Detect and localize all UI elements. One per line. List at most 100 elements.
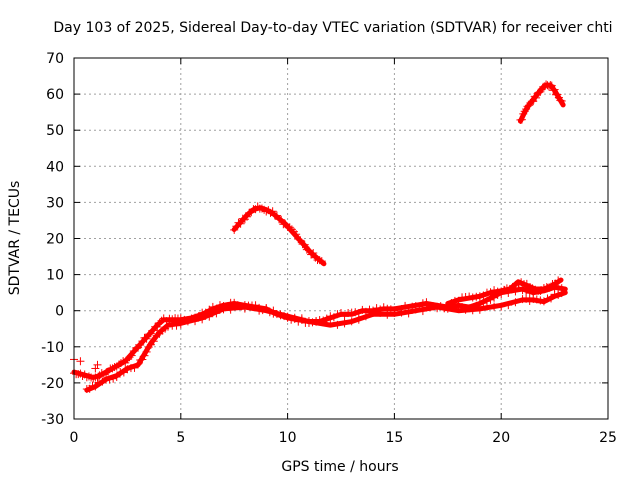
- lower-band-point: [468, 306, 477, 315]
- main-band-point: [365, 305, 374, 314]
- lower-band-point: [149, 337, 158, 346]
- upper-band-point: [447, 299, 456, 308]
- arc-high-point: [550, 85, 559, 94]
- y-tick-label: 0: [55, 304, 64, 320]
- lower-band-point: [140, 351, 149, 360]
- main-band-point: [340, 312, 349, 321]
- lower-band-point: [433, 304, 442, 313]
- arc-mid-point: [302, 245, 311, 254]
- y-tick-label: 20: [46, 232, 64, 248]
- lower-band-point: [312, 317, 321, 326]
- y-tick-label: -10: [41, 340, 64, 356]
- arc-mid-point: [234, 218, 243, 227]
- lower-band-point: [240, 304, 249, 313]
- lower-band-point: [183, 317, 192, 326]
- lower-band-point: [163, 322, 172, 331]
- main-band-point: [522, 287, 531, 296]
- lower-band-point: [497, 302, 506, 311]
- lower-band-point: [532, 295, 541, 304]
- x-tick-label: 25: [599, 430, 617, 446]
- main-band-point: [99, 370, 108, 379]
- arc-mid-point: [317, 257, 326, 266]
- lower-band-point: [333, 320, 342, 329]
- lower-band-point: [554, 290, 563, 299]
- upper-band-point: [486, 288, 495, 297]
- lower-band-point: [304, 317, 313, 326]
- lower-band-point: [233, 301, 242, 310]
- main-band-series: [71, 284, 568, 380]
- x-tick-label: 15: [385, 430, 403, 446]
- main-band-point: [112, 362, 121, 371]
- lower-band-point: [547, 294, 556, 303]
- lower-band-point: [340, 319, 349, 328]
- upper-band-point: [465, 292, 474, 301]
- lower-band-point: [212, 309, 221, 318]
- arc-mid-point: [275, 215, 284, 224]
- arc-mid-point: [285, 223, 294, 232]
- lower-band-point: [550, 290, 559, 299]
- lower-band-point: [198, 315, 207, 324]
- grid-layer: [74, 58, 608, 419]
- main-band-point: [208, 302, 217, 311]
- arc-mid-point: [268, 207, 277, 216]
- y-tick-label: 50: [46, 123, 64, 139]
- main-band-point: [418, 299, 427, 308]
- lower-band-point: [269, 309, 278, 318]
- main-band-point: [337, 309, 345, 318]
- main-band-point: [379, 303, 388, 312]
- arc-mid-point: [243, 212, 252, 221]
- arc-mid-point: [272, 211, 281, 220]
- upper-band-point: [475, 292, 484, 301]
- lower-band-point: [130, 363, 139, 372]
- x-axis-label: GPS time / hours: [281, 459, 398, 475]
- arc-high-point: [556, 96, 565, 105]
- lower-band-point: [376, 308, 385, 317]
- lower-band-point: [404, 309, 413, 318]
- main-band-point: [153, 322, 162, 331]
- y-tick-label: 30: [46, 195, 64, 211]
- y-tick-label: 60: [46, 87, 64, 103]
- main-band-point: [372, 304, 381, 313]
- lower-band-point: [354, 315, 363, 324]
- main-band-point: [136, 341, 145, 350]
- arc-mid-point: [277, 215, 286, 224]
- lower-band-point: [361, 312, 370, 321]
- main-band-point: [149, 326, 158, 335]
- arc-mid-point: [294, 235, 303, 244]
- lower-band-point: [557, 289, 566, 298]
- lower-band-point: [109, 374, 118, 383]
- lower-band-point: [319, 318, 328, 327]
- y-tick-label: 70: [46, 51, 64, 67]
- lower-band-point: [482, 302, 491, 311]
- lower-band-point: [176, 320, 185, 329]
- lower-band-point: [134, 360, 143, 369]
- main-band-point: [422, 298, 431, 307]
- main-band-point: [326, 312, 335, 321]
- arc-mid-point: [298, 240, 307, 249]
- isolated-point: [76, 357, 85, 366]
- lower-band-point: [383, 310, 392, 319]
- lower-band-point: [94, 378, 103, 387]
- lower-band-point: [511, 298, 520, 307]
- main-band-point: [333, 310, 342, 319]
- lower-band-point: [191, 317, 200, 326]
- y-tick-label: 10: [46, 268, 64, 284]
- main-band-point: [144, 330, 153, 339]
- chart-title: Day 103 of 2025, Sidereal Day-to-day VTE…: [53, 20, 612, 36]
- lower-band-point: [248, 302, 256, 311]
- lower-band-point: [91, 382, 100, 391]
- main-band-point: [486, 295, 495, 304]
- lower-band-point: [418, 307, 427, 316]
- arc-mid-point: [307, 250, 316, 259]
- lower-band-point: [119, 368, 128, 377]
- x-tick-label: 20: [492, 430, 510, 446]
- arc-high-point: [517, 115, 526, 124]
- upper-band-point: [468, 293, 477, 302]
- isolated-point: [91, 364, 100, 373]
- lower-band-point: [138, 355, 147, 364]
- lower-band-point: [219, 305, 228, 314]
- lower-band-point: [369, 308, 378, 317]
- main-band-point: [102, 368, 111, 377]
- tick-layer: 0 5 10 15 20 25 -30 -20 -10 0 10 20 30 40 50 60 70: [41, 51, 617, 446]
- lower-band-point: [504, 301, 513, 310]
